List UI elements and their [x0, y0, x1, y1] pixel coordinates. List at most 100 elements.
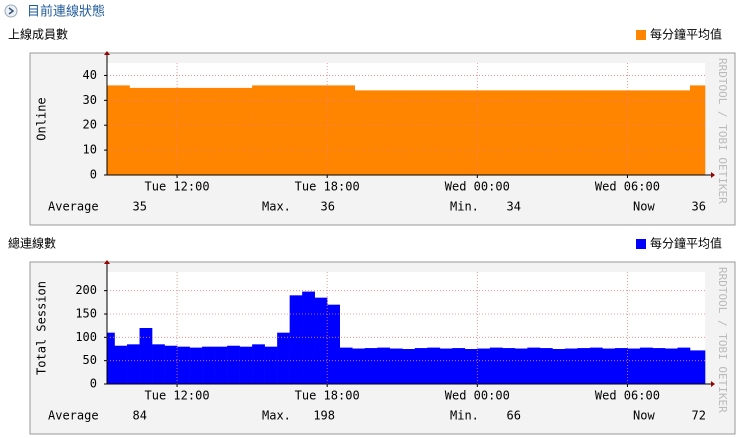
stat-label: Now [633, 409, 655, 423]
area-step [552, 349, 566, 384]
axis-arrow [711, 381, 715, 387]
area-step [177, 346, 190, 384]
area-step [402, 349, 416, 384]
area-step [152, 344, 165, 384]
x-tick-label: Tue 18:00 [295, 180, 360, 194]
legend-swatch [636, 30, 646, 40]
area-step [489, 347, 503, 384]
area-step [289, 295, 303, 384]
area-step [129, 87, 253, 175]
area-step [354, 90, 691, 175]
area-step [107, 332, 115, 384]
area-step [502, 348, 516, 384]
area-step [677, 347, 691, 384]
area-step [239, 346, 253, 384]
area-step [364, 348, 378, 384]
area-step [227, 345, 240, 384]
x-tick-label: Wed 06:00 [595, 180, 660, 194]
area-step [114, 345, 128, 384]
x-tick-label: Wed 00:00 [445, 389, 510, 403]
area-step [564, 348, 578, 384]
legend-label: 每分鐘平均值 [650, 236, 722, 251]
y-tick-label: 100 [75, 330, 97, 344]
area-step [664, 348, 678, 384]
area-step [652, 348, 666, 384]
y-tick-label: 200 [75, 283, 97, 297]
axis-arrow [104, 51, 110, 55]
y-tick-label: 50 [83, 353, 97, 367]
area-step [602, 348, 616, 384]
area-step [214, 346, 228, 384]
area-step [202, 346, 215, 384]
y-tick-label: 10 [83, 143, 97, 157]
area-step [689, 85, 706, 175]
stat-label: Average [48, 200, 99, 214]
y-tick-label: 30 [83, 93, 97, 107]
stat-label: Now [633, 200, 655, 214]
area-step [477, 348, 491, 384]
y-axis-label: Total Session [35, 281, 49, 375]
stat-value: 198 [313, 409, 335, 423]
section-title: 總連線數 [8, 236, 56, 251]
stat-label: Max. [262, 409, 291, 423]
area-step [377, 347, 391, 384]
stat-label: Min. [450, 409, 479, 423]
legend-label: 每分鐘平均值 [650, 27, 722, 42]
watermark: RRDTOOL / TOBI OETIKER [716, 58, 729, 204]
stat-label: Min. [450, 200, 479, 214]
x-tick-label: Tue 12:00 [145, 389, 210, 403]
area-step [464, 349, 478, 384]
stat-label: Max. [262, 200, 291, 214]
area-step [189, 347, 203, 384]
legend-swatch [636, 239, 646, 249]
area-step [389, 348, 403, 384]
header-icon-arrow [8, 7, 15, 15]
stat-label: Average [48, 409, 99, 423]
area-step [139, 328, 153, 384]
area-step [302, 291, 315, 384]
area-step [439, 348, 453, 384]
area-step [427, 347, 441, 384]
area-step [352, 348, 366, 384]
area-step [577, 348, 591, 384]
area-step [252, 85, 356, 175]
x-tick-label: Tue 12:00 [145, 180, 210, 194]
area-step [452, 348, 466, 384]
stat-value: 35 [133, 200, 147, 214]
area-step [527, 347, 541, 384]
watermark: RRDTOOL / TOBI OETIKER [716, 267, 729, 413]
area-step [689, 350, 706, 384]
area-step [514, 348, 528, 384]
area-step [277, 332, 290, 384]
y-tick-label: 20 [83, 118, 97, 132]
area-step [539, 348, 553, 384]
stat-value: 34 [507, 200, 521, 214]
area-step [339, 347, 353, 384]
x-tick-label: Tue 18:00 [295, 389, 360, 403]
area-step [127, 344, 140, 384]
area-step [314, 297, 328, 384]
area-step [252, 344, 265, 384]
x-tick-label: Wed 00:00 [445, 180, 510, 194]
y-axis-label: Online [35, 97, 49, 140]
y-tick-label: 0 [90, 168, 97, 182]
y-tick-label: 0 [90, 377, 97, 391]
header-icon [4, 4, 18, 18]
area-step [327, 304, 340, 384]
y-tick-label: 40 [83, 68, 97, 82]
area-step [264, 346, 278, 384]
area-step [589, 347, 603, 384]
area-step [614, 348, 628, 384]
stat-value: 36 [321, 200, 335, 214]
page-title: 目前連線狀態 [27, 4, 105, 20]
axis-arrow [711, 172, 715, 178]
axis-arrow [104, 260, 110, 264]
y-tick-label: 150 [75, 307, 97, 321]
stat-value: 66 [507, 409, 521, 423]
stat-value: 36 [692, 200, 706, 214]
stat-value: 84 [133, 409, 147, 423]
area-step [414, 348, 428, 384]
area-step [639, 347, 653, 384]
area-step [164, 345, 178, 384]
